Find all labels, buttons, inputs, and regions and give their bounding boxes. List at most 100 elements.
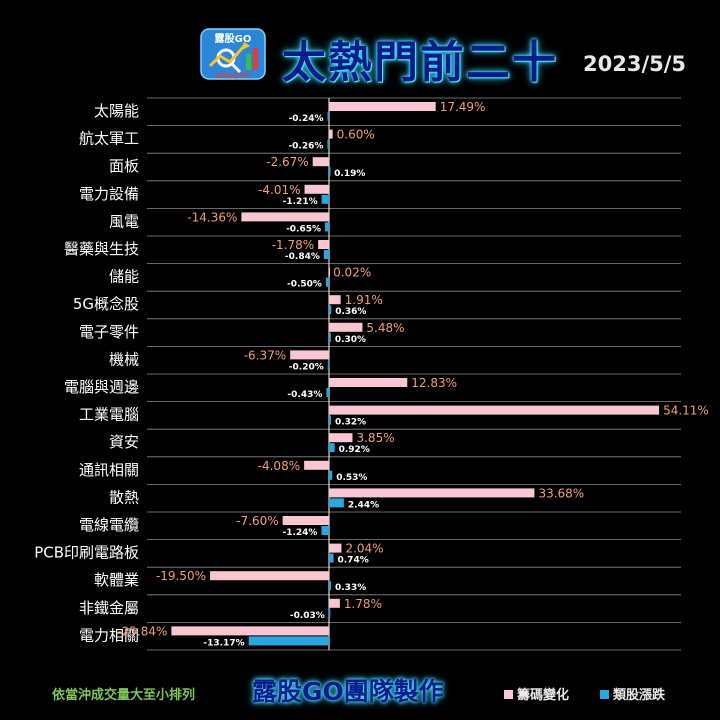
chip-value-label: -7.60% (236, 514, 278, 528)
category-label: 電力設備 (79, 185, 139, 203)
page-title: 太熱門前二十 (282, 37, 558, 88)
category-label: 儲能 (109, 268, 139, 286)
date-label: 2023/5/5 (583, 52, 687, 76)
chip-bar (290, 350, 329, 360)
chip-bar (171, 626, 329, 636)
sector-value-label: -1.21% (283, 197, 318, 207)
category-label: 散熱 (109, 488, 139, 506)
legend-item-sector: 類股漲跌 (600, 684, 665, 703)
sector-bar (329, 167, 331, 177)
sector-bar (328, 608, 331, 618)
chip-bar (329, 598, 340, 608)
sector-value-label: -0.50% (287, 280, 322, 290)
category-label: 軟體業 (94, 571, 139, 589)
category-label: 工業電腦 (79, 406, 139, 424)
chip-bar (329, 102, 436, 111)
chip-value-label: -25.84% (117, 624, 167, 638)
sector-value-label: 0.19% (334, 169, 365, 179)
chip-bar (304, 460, 329, 470)
sector-bar (321, 526, 329, 535)
sector-bar (329, 581, 332, 591)
chip-value-label: -2.67% (266, 155, 308, 169)
chip-value-label: -1.78% (272, 238, 314, 252)
sector-bar (329, 498, 344, 508)
category-label: 太陽能 (94, 102, 139, 120)
legend-swatch-chip (504, 690, 513, 699)
sector-value-label: -0.43% (287, 390, 322, 400)
chip-value-label: 3.85% (356, 431, 394, 445)
team-credit: 露股GO團隊製作 (252, 677, 444, 706)
category-label: 醫藥與生技 (64, 240, 139, 258)
sector-value-label: -0.65% (286, 224, 321, 234)
chip-bar (329, 295, 341, 305)
sector-bar (325, 222, 329, 232)
chip-value-label: -19.50% (156, 569, 206, 583)
chip-bar (329, 322, 363, 332)
sector-bar (325, 277, 329, 287)
sector-bar (329, 332, 331, 342)
sector-value-label: -0.03% (290, 611, 325, 621)
sector-bar (329, 443, 335, 453)
logo-text: 露股GO (215, 32, 252, 45)
sector-bar (327, 360, 330, 370)
category-label: 電子零件 (79, 323, 139, 341)
sector-value-label: -0.24% (289, 114, 324, 124)
chip-value-label: 0.60% (337, 128, 375, 142)
chip-bar (329, 378, 408, 387)
chip-bar (329, 267, 330, 277)
sector-value-label: 0.92% (339, 445, 370, 455)
chip-bar (312, 157, 329, 167)
chip-value-label: 2.04% (345, 542, 383, 556)
sector-value-label: 2.44% (348, 500, 379, 510)
sector-value-label: -1.24% (282, 528, 317, 538)
sector-value-label: -13.17% (203, 638, 244, 648)
chip-value-label: 0.02% (333, 266, 371, 280)
chip-value-label: 1.78% (344, 597, 382, 611)
chip-value-label: -4.08% (258, 459, 300, 473)
sector-value-label: 0.36% (335, 307, 366, 317)
category-label: 面板 (109, 157, 139, 175)
legend-item-chip: 籌碼變化 (504, 684, 569, 703)
sector-value-label: 0.53% (336, 473, 367, 483)
chip-bar (318, 240, 329, 249)
legend-label-sector: 類股漲跌 (613, 688, 666, 703)
chip-value-label: 5.48% (366, 321, 404, 335)
chip-value-label: 54.11% (663, 404, 709, 418)
category-label: 電線電纜 (79, 516, 139, 534)
sector-value-label: 0.74% (338, 556, 369, 566)
category-label: 5G概念股 (73, 295, 139, 313)
sector-bar (329, 553, 334, 563)
chip-value-label: 33.68% (538, 486, 584, 500)
sector-bar (248, 636, 329, 646)
category-label: 航太軍工 (79, 130, 139, 148)
chip-value-label: -14.36% (187, 210, 237, 224)
sort-note: 依當沖成交量大至小排列 (52, 688, 196, 703)
sector-value-label: 0.32% (335, 418, 366, 428)
category-label: 電力相關 (79, 626, 139, 644)
chip-value-label: 1.91% (345, 293, 383, 307)
chip-value-label: 12.83% (411, 376, 457, 390)
legend-label-chip: 籌碼變化 (517, 688, 570, 703)
chip-bar (304, 184, 329, 194)
chip-bar (329, 129, 333, 139)
sector-value-label: -0.20% (289, 362, 324, 372)
category-label: 機械 (109, 350, 139, 368)
chip-value-label: 17.49% (440, 100, 486, 114)
chip-bar (329, 405, 660, 415)
chip-bar (282, 516, 329, 525)
chip-bar (241, 212, 329, 222)
legend-swatch-sector (600, 690, 609, 699)
chip-bar (329, 488, 535, 498)
sector-bar (326, 388, 329, 397)
chip-value-label: -4.01% (258, 183, 300, 197)
sector-value-label: -0.84% (285, 252, 320, 262)
category-label: 資安 (109, 433, 139, 451)
category-label: 電腦與週邊 (64, 378, 139, 396)
category-label: 通訊相關 (79, 461, 139, 479)
category-label: 非鐵金屬 (79, 599, 139, 617)
sector-bar (321, 194, 329, 204)
category-label: PCB印刷電路板 (34, 544, 139, 562)
sector-value-label: 0.30% (335, 335, 366, 345)
chip-bar (210, 571, 329, 581)
